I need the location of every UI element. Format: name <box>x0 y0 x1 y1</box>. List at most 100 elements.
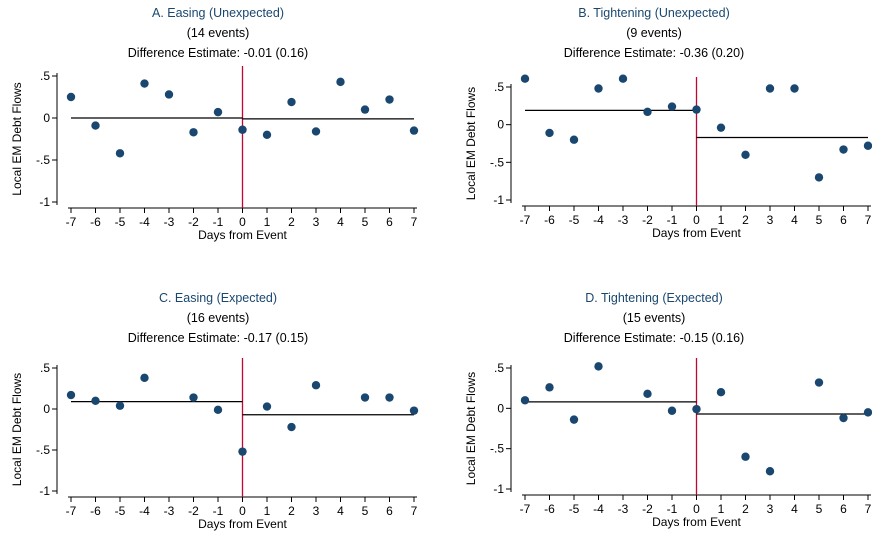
data-point <box>692 105 701 114</box>
x-axis-label: Days from Event <box>652 226 741 240</box>
x-tick-label: 1 <box>264 215 271 229</box>
data-point <box>741 150 750 159</box>
x-tick-label: 5 <box>816 213 823 227</box>
data-point <box>520 74 530 83</box>
data-point <box>569 415 579 424</box>
x-tick-label: 1 <box>264 504 271 518</box>
x-axis-label: Days from Event <box>652 515 741 529</box>
panel-events: (16 events) <box>186 311 250 325</box>
x-tick-label: -5 <box>115 215 126 229</box>
x-tick-label: -1 <box>213 215 224 229</box>
panel-estimate: Difference Estimate: -0.15 (0.16) <box>563 331 745 345</box>
panel-events: (14 events) <box>186 26 250 40</box>
x-tick-label: -2 <box>642 502 653 516</box>
x-tick-label: 2 <box>742 213 749 227</box>
data-point <box>667 102 677 111</box>
x-tick-label: -5 <box>115 504 126 518</box>
data-point <box>643 107 652 117</box>
x-tick-label: 2 <box>742 502 749 516</box>
data-point <box>692 404 701 414</box>
y-tick-label: .5 <box>494 361 504 375</box>
x-tick-label: 0 <box>693 213 700 227</box>
x-tick-label: 7 <box>411 504 418 518</box>
panel-a: A. Easing (Unexpected) (14 events) Diffe… <box>0 0 436 272</box>
x-tick-label: -6 <box>544 502 555 516</box>
y-tick-label: -.5 <box>36 153 50 167</box>
data-point <box>839 413 848 423</box>
data-point <box>520 396 530 405</box>
x-tick-label: 4 <box>791 213 798 227</box>
x-tick-label: -3 <box>164 504 175 518</box>
data-point <box>66 390 76 400</box>
x-axis-label: Days from Event <box>198 517 287 531</box>
data-point <box>814 173 824 182</box>
y-tick-label: -1 <box>493 193 504 207</box>
y-tick-label: -.5 <box>490 155 504 169</box>
y-axis-label: Local EM Debt Flows <box>464 372 478 485</box>
y-tick-label: 0 <box>497 401 504 415</box>
panel-title: B. Tightening (Unexpected) <box>578 6 730 20</box>
y-tick-label: .5 <box>40 69 50 83</box>
x-tick-label: -4 <box>139 215 150 229</box>
x-tick-label: -5 <box>569 502 580 516</box>
panel-c: C. Easing (Expected) (16 events) Differe… <box>0 285 436 557</box>
x-tick-label: -1 <box>667 213 678 227</box>
x-tick-label: -1 <box>213 504 224 518</box>
x-tick-label: 0 <box>239 504 246 518</box>
x-tick-label: 2 <box>288 215 295 229</box>
data-point <box>66 92 76 102</box>
data-point <box>814 378 824 387</box>
data-point <box>238 447 247 456</box>
data-point <box>409 126 419 135</box>
data-point <box>765 84 775 93</box>
data-point <box>287 422 296 432</box>
x-tick-label: -3 <box>618 213 629 227</box>
x-tick-label: 0 <box>693 502 700 516</box>
x-tick-label: 1 <box>718 213 725 227</box>
data-point <box>91 121 100 130</box>
y-tick-label: 0 <box>43 111 50 125</box>
data-point <box>164 90 174 99</box>
data-point <box>189 128 198 137</box>
x-tick-label: 3 <box>767 502 774 516</box>
x-tick-label: 6 <box>386 504 393 518</box>
data-point <box>863 141 872 150</box>
data-point <box>287 97 296 107</box>
x-tick-label: 4 <box>791 502 798 516</box>
y-tick-label: .5 <box>494 80 504 94</box>
y-tick-label: -1 <box>493 482 504 496</box>
data-point <box>140 373 149 383</box>
x-tick-label: -6 <box>544 213 555 227</box>
y-axis-label: Local EM Debt Flows <box>10 373 24 486</box>
y-axis-label: Local EM Debt Flows <box>10 82 24 195</box>
data-point <box>594 362 603 371</box>
data-point <box>189 393 198 402</box>
data-point <box>360 393 370 402</box>
data-point <box>385 393 394 402</box>
y-tick-label: .5 <box>40 361 50 375</box>
x-tick-label: -2 <box>642 213 653 227</box>
data-point <box>643 389 652 399</box>
x-tick-label: -1 <box>667 502 678 516</box>
panel-events: (15 events) <box>622 311 686 325</box>
data-point <box>213 405 223 415</box>
x-tick-label: -4 <box>593 502 604 516</box>
panel-estimate: Difference Estimate: -0.01 (0.16) <box>127 46 309 60</box>
x-tick-label: 3 <box>313 215 320 229</box>
x-tick-label: -2 <box>188 504 199 518</box>
data-point <box>311 127 321 136</box>
x-tick-label: -7 <box>66 504 77 518</box>
data-point <box>409 406 419 415</box>
panel-title: C. Easing (Expected) <box>158 291 278 305</box>
data-point <box>385 95 394 104</box>
data-point <box>140 79 149 88</box>
x-tick-label: -7 <box>520 502 531 516</box>
x-tick-label: -6 <box>90 215 101 229</box>
panel-title: D. Tightening (Expected) <box>585 291 723 305</box>
x-tick-label: 7 <box>411 215 418 229</box>
x-tick-label: 4 <box>337 504 344 518</box>
